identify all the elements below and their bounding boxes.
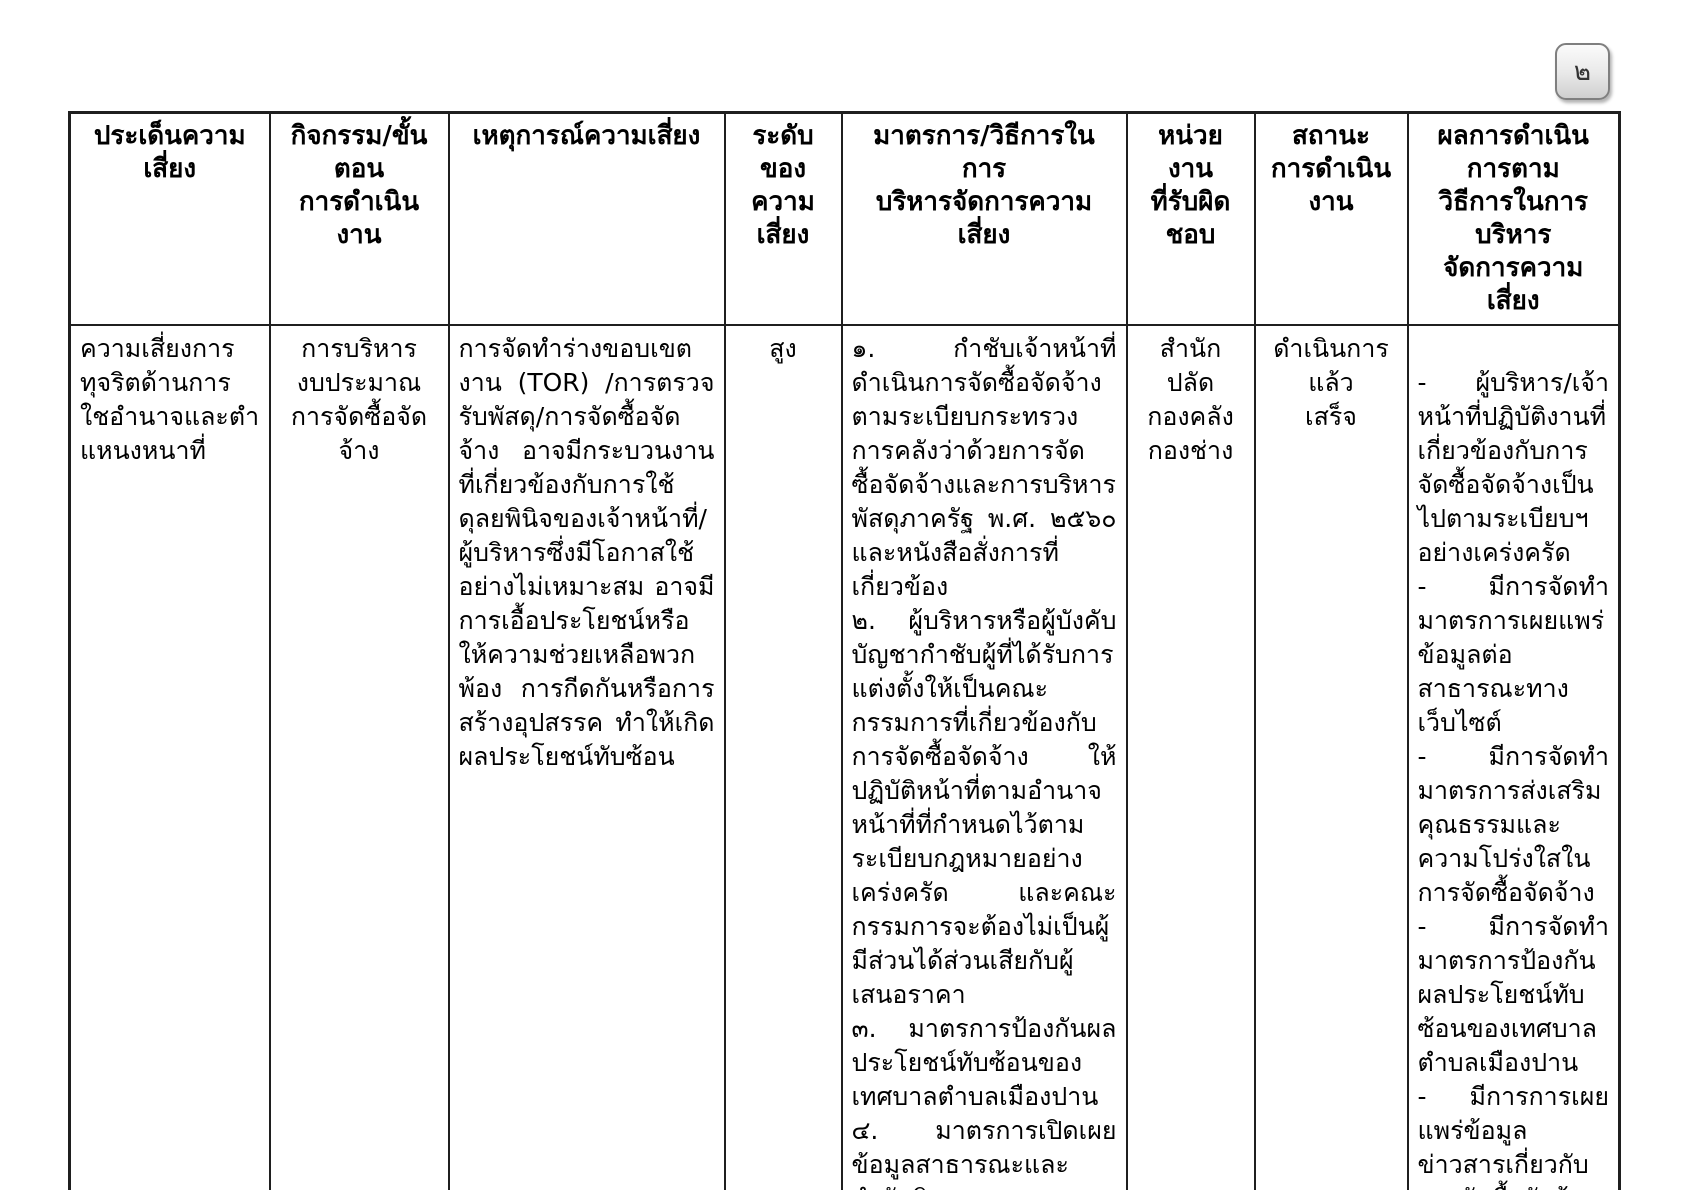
risk-management-table: ประเด็นความเสี่ยง กิจกรรม/ขั้นตอน การดำเ… xyxy=(68,111,1621,1190)
col-header-risk-level: ระดับของ ความเสี่ยง xyxy=(723,111,843,326)
page-number: ๒ xyxy=(1573,57,1592,87)
cell-activity: การบริหาร งบประมาณ การจัดซื้อจัดจ้าง xyxy=(268,324,450,1190)
col-header-activity: กิจกรรม/ขั้นตอน การดำเนินงาน xyxy=(268,111,450,326)
col-header-risk-issue: ประเด็นความเสี่ยง xyxy=(68,111,271,326)
col-header-measures: มาตรการ/วิธีการในการ บริหารจัดการความเสี… xyxy=(840,111,1128,326)
results-list: - ผู้บริหาร/เจ้าหน้าที่ปฏิบัติงานที่เกี่… xyxy=(1417,368,1610,1190)
cell-responsible-unit: สำนักปลัด กองคลัง กองช่าง xyxy=(1125,324,1256,1190)
col-header-results: ผลการดำเนินการตาม วิธีการในการบริหาร จัด… xyxy=(1406,111,1621,326)
cell-status: ดำเนินการแล้ว เสร็จ xyxy=(1253,324,1409,1190)
col-header-status: สถานะ การดำเนินงาน xyxy=(1253,111,1409,326)
cell-risk-level: สูง xyxy=(723,324,843,1190)
header-row: ประเด็นความเสี่ยง กิจกรรม/ขั้นตอน การดำเ… xyxy=(68,111,1621,326)
col-header-responsible-unit: หน่วยงาน ที่รับผิดชอบ xyxy=(1125,111,1256,326)
cell-measures: ๑. กำชับเจ้าหน้าที่ดำเนินการจัดซื้อจัดจ้… xyxy=(840,324,1128,1190)
col-header-risk-event: เหตุการณ์ความเสี่ยง xyxy=(447,111,726,326)
page-number-badge: ๒ xyxy=(1555,43,1610,100)
cell-results: - ผู้บริหาร/เจ้าหน้าที่ปฏิบัติงานที่เกี่… xyxy=(1406,324,1621,1190)
cell-risk-issue: ความเสี่ยงการทุจริตด้านการใชอำนาจและตำแห… xyxy=(68,324,271,1190)
cell-risk-event: การจัดทำร่างขอบเขตงาน (TOR) /การตรวจรับพ… xyxy=(447,324,726,1190)
table-row: ความเสี่ยงการทุจริตด้านการใชอำนาจและตำแห… xyxy=(68,324,1621,1190)
